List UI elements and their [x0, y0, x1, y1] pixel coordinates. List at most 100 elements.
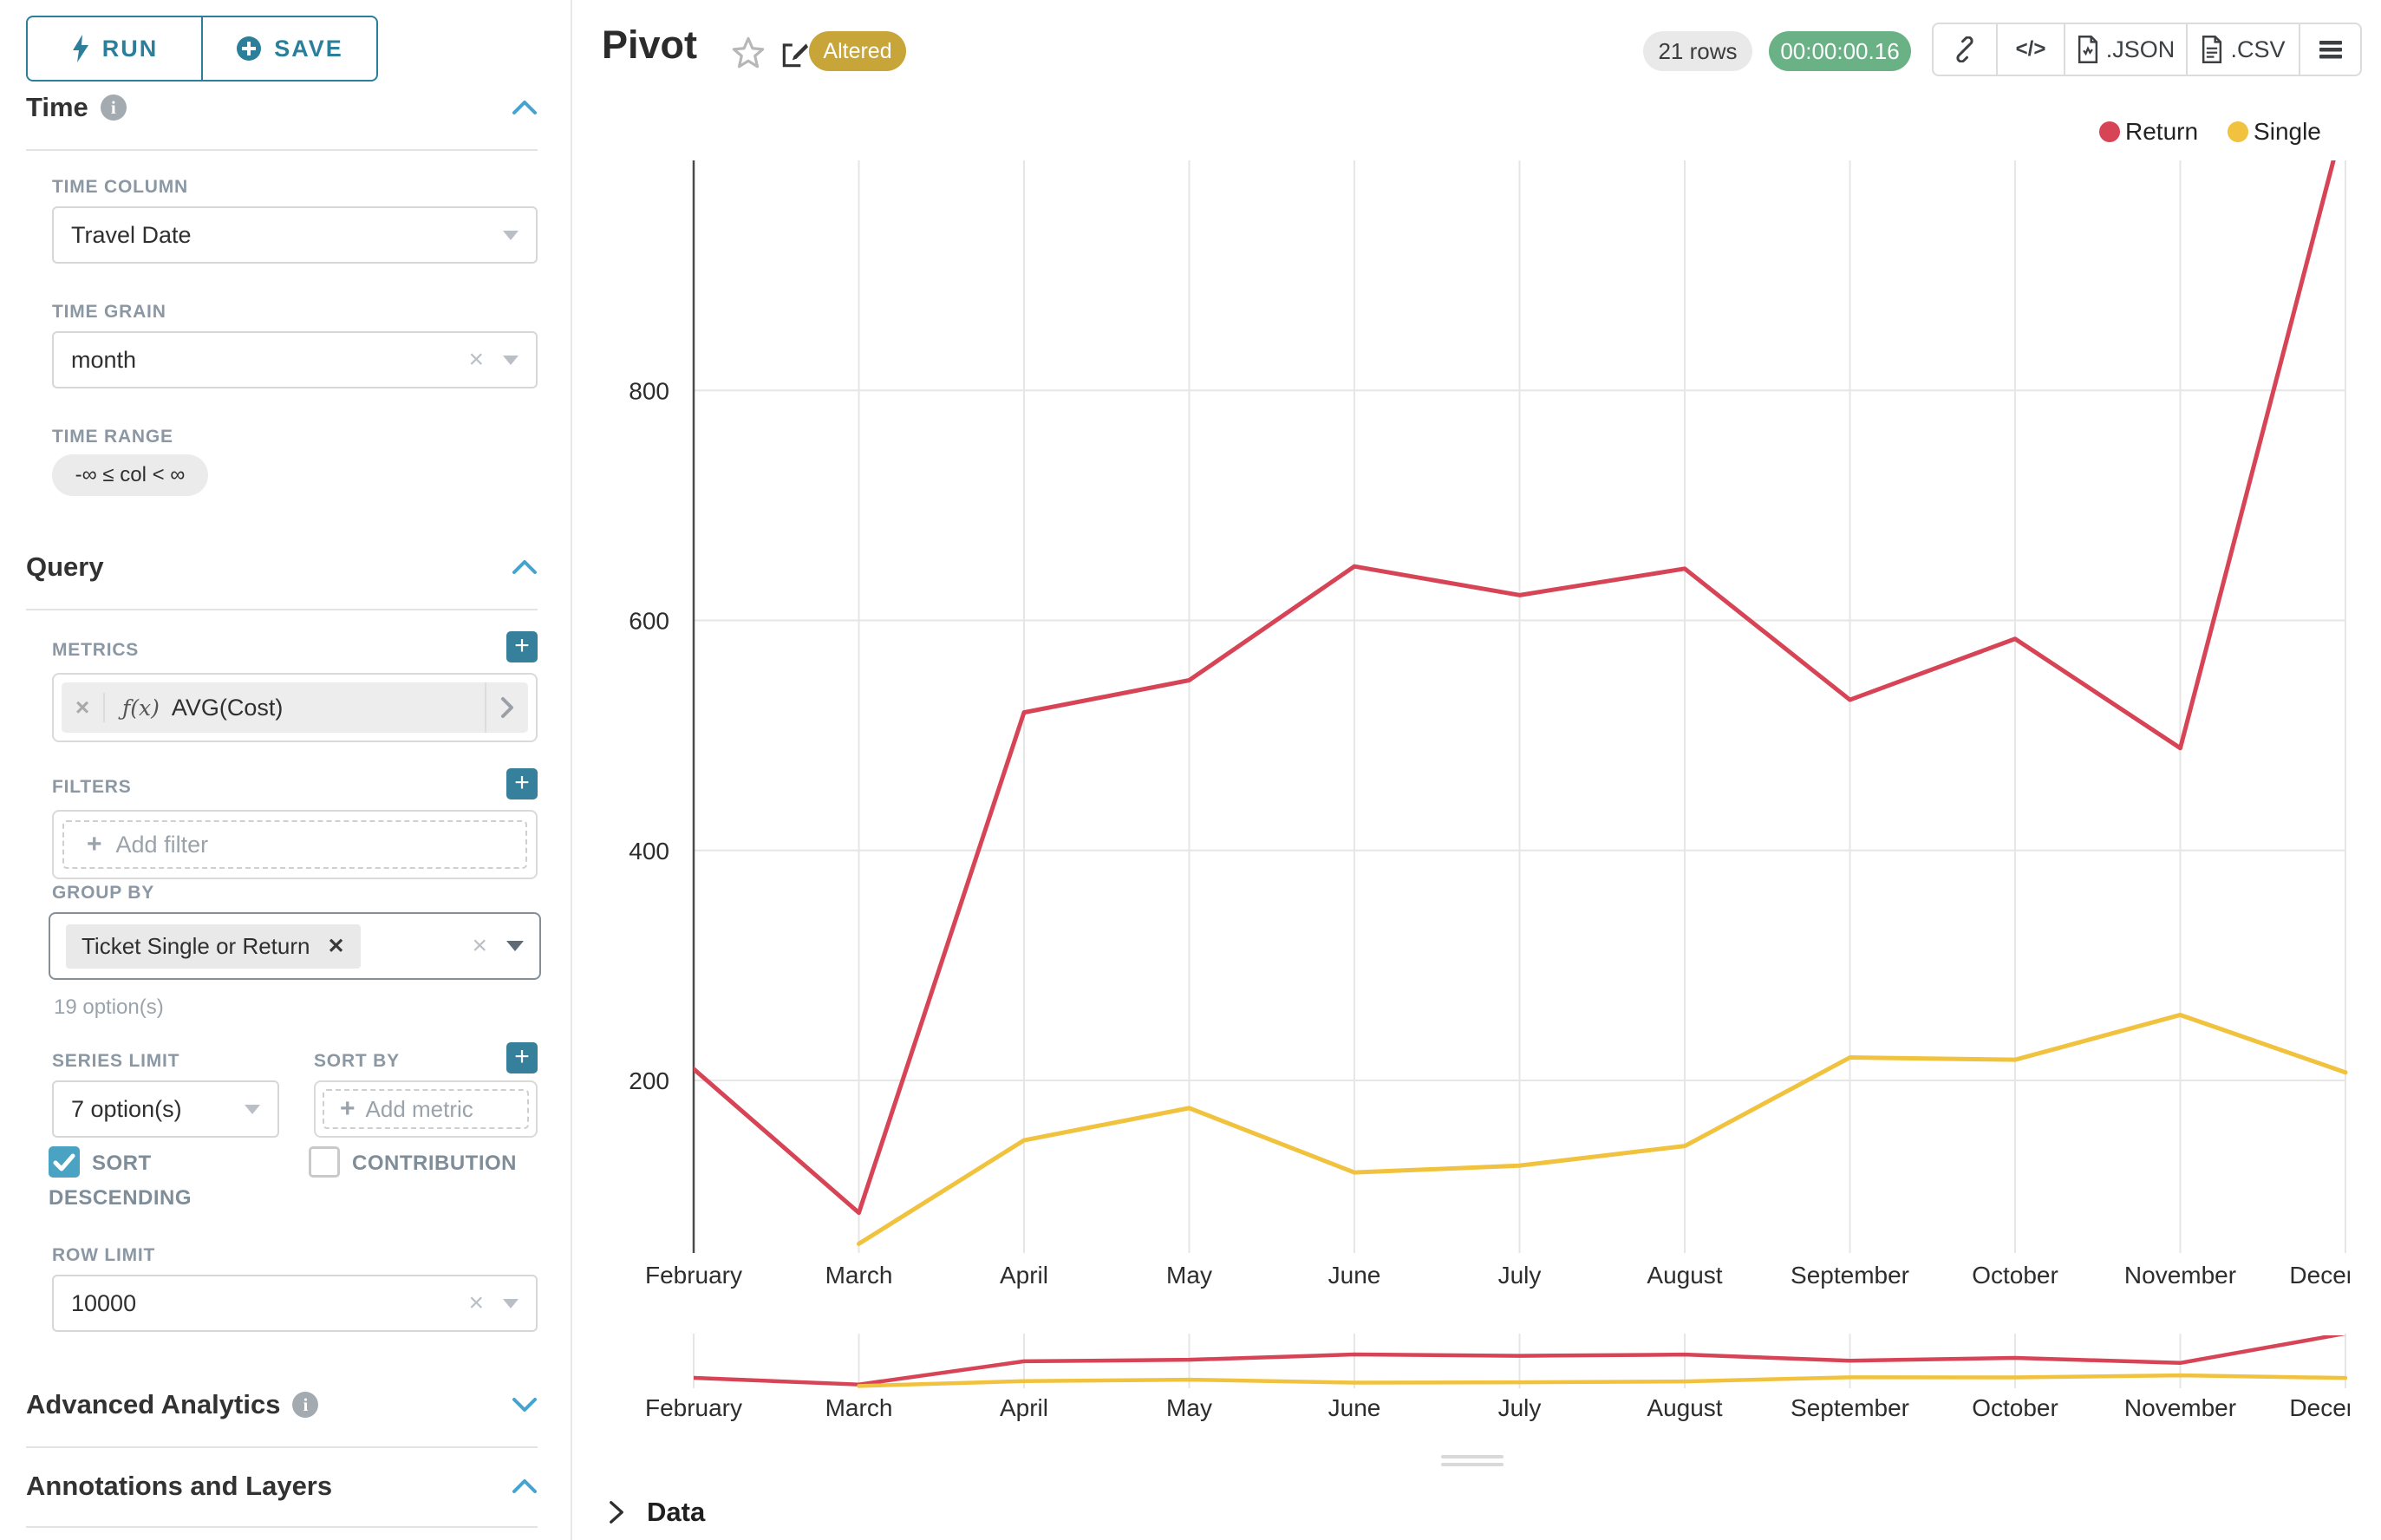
- metric-pill[interactable]: × ƒ(x) AVG(Cost): [62, 682, 528, 733]
- legend-item-single[interactable]: Single: [2228, 118, 2321, 146]
- svg-text:June: June: [1328, 1394, 1381, 1421]
- svg-text:July: July: [1498, 1262, 1542, 1289]
- clear-icon[interactable]: ×: [472, 931, 487, 960]
- chart-legend: Return Single: [2099, 118, 2321, 146]
- hamburger-menu-icon: [2319, 41, 2342, 59]
- data-panel-toggle[interactable]: Data: [605, 1497, 705, 1528]
- svg-text:800: 800: [629, 377, 669, 404]
- favorite-star-icon[interactable]: [730, 35, 766, 71]
- add-filter-dropzone[interactable]: + Add filter: [62, 820, 527, 869]
- annotations-header[interactable]: Annotations and Layers: [26, 1471, 538, 1502]
- range-selector-chart[interactable]: February March April May June July August Septe…: [607, 1316, 2350, 1438]
- plus-circle-icon: [237, 36, 262, 61]
- function-icon: ƒ(x): [122, 695, 160, 721]
- copy-link-button[interactable]: [1934, 24, 1996, 75]
- metric-value: AVG(Cost): [171, 694, 284, 721]
- filters-control: + Add filter: [52, 810, 538, 879]
- line-chart[interactable]: 200 400 600 800 February March April May June Jul…: [607, 113, 2350, 1309]
- series-limit-value: 7 option(s): [71, 1095, 182, 1122]
- legend-dot-single: [2228, 121, 2249, 142]
- divider: [26, 149, 538, 151]
- svg-text:March: March: [825, 1262, 893, 1289]
- export-csv-button[interactable]: .CSV: [2186, 24, 2299, 75]
- add-filter-button[interactable]: [506, 768, 538, 799]
- series-limit-select[interactable]: 7 option(s): [52, 1080, 279, 1138]
- group-by-label: GROUP BY: [52, 883, 155, 903]
- add-sort-metric-dropzone[interactable]: + Add metric: [323, 1089, 529, 1129]
- group-by-chip[interactable]: Ticket Single or Return ✕: [66, 923, 361, 969]
- svg-text:February: February: [645, 1394, 742, 1421]
- clear-icon[interactable]: ×: [468, 345, 484, 374]
- divider: [26, 609, 538, 610]
- svg-text:April: April: [1000, 1394, 1048, 1421]
- chevron-down-icon[interactable]: [245, 1104, 260, 1114]
- metrics-label: METRICS: [52, 640, 140, 660]
- row-limit-select[interactable]: 10000 ×: [52, 1275, 538, 1332]
- info-icon: i: [292, 1392, 319, 1418]
- chevron-up-icon[interactable]: [512, 100, 538, 115]
- chevron-down-icon[interactable]: [503, 1298, 519, 1308]
- checkbox-unchecked-icon[interactable]: [309, 1146, 340, 1178]
- group-by-select[interactable]: Ticket Single or Return ✕ ×: [49, 912, 541, 980]
- svg-text:July: July: [1498, 1394, 1542, 1421]
- run-button[interactable]: RUN: [28, 17, 201, 80]
- svg-text:May: May: [1166, 1394, 1212, 1421]
- sort-descending-option[interactable]: SORT DESCENDING: [49, 1146, 238, 1216]
- time-range-pill[interactable]: -∞ ≤ col < ∞: [52, 454, 208, 496]
- svg-text:October: October: [1972, 1262, 2058, 1289]
- svg-text:600: 600: [629, 608, 669, 635]
- resize-handle[interactable]: [1441, 1455, 1504, 1471]
- chevron-up-icon[interactable]: [512, 559, 538, 575]
- svg-text:June: June: [1328, 1262, 1381, 1289]
- query-timer-badge: 00:00:00.16: [1769, 31, 1911, 71]
- remove-chip-icon[interactable]: ✕: [327, 934, 345, 958]
- panel-divider[interactable]: [571, 0, 572, 1540]
- svg-text:400: 400: [629, 838, 669, 865]
- data-panel-title: Data: [647, 1497, 706, 1527]
- query-section-header[interactable]: Query: [26, 551, 538, 583]
- svg-text:November: November: [2124, 1394, 2236, 1421]
- view-query-button[interactable]: </>: [1996, 24, 2064, 75]
- svg-text:August: August: [1647, 1394, 1722, 1421]
- chevron-down-icon[interactable]: [503, 355, 519, 365]
- expand-metric-button[interactable]: [485, 682, 528, 733]
- legend-label-return: Return: [2125, 118, 2199, 145]
- export-csv-label: .CSV: [2230, 36, 2286, 62]
- chevron-down-icon[interactable]: [503, 230, 519, 240]
- add-sort-metric-button[interactable]: [506, 1042, 538, 1073]
- chevron-down-icon[interactable]: [512, 1397, 538, 1413]
- altered-badge[interactable]: Altered: [809, 31, 906, 71]
- time-section-header[interactable]: Time i: [26, 92, 538, 123]
- run-button-label: RUN: [101, 35, 159, 62]
- sort-by-label: SORT BY: [314, 1051, 400, 1071]
- time-grain-value: month: [71, 346, 137, 373]
- svg-text:December: December: [2289, 1262, 2350, 1289]
- clear-icon[interactable]: ×: [468, 1289, 484, 1317]
- options-hint: 19 option(s): [54, 995, 164, 1019]
- divider: [26, 1446, 538, 1448]
- export-json-button[interactable]: .JSON: [2064, 24, 2186, 75]
- svg-text:September: September: [1791, 1262, 1909, 1289]
- time-range-value: -∞ ≤ col < ∞: [75, 463, 186, 486]
- contribution-option[interactable]: CONTRIBUTION: [309, 1146, 569, 1181]
- divider: [26, 1526, 538, 1528]
- svg-text:February: February: [645, 1262, 742, 1289]
- link-icon: [1956, 36, 1973, 62]
- time-grain-select[interactable]: month ×: [52, 331, 538, 388]
- add-metric-button[interactable]: [506, 631, 538, 662]
- legend-item-return[interactable]: Return: [2099, 118, 2198, 146]
- chart-menu-button[interactable]: [2299, 24, 2360, 75]
- advanced-analytics-header[interactable]: Advanced Analytics i: [26, 1389, 538, 1420]
- remove-metric-icon[interactable]: ×: [75, 694, 90, 721]
- edit-icon[interactable]: [779, 38, 812, 71]
- chevron-down-icon[interactable]: [506, 941, 524, 951]
- save-button[interactable]: SAVE: [201, 17, 376, 80]
- svg-text:May: May: [1166, 1262, 1212, 1289]
- time-column-select[interactable]: Travel Date: [52, 206, 538, 264]
- svg-text:December: December: [2289, 1394, 2350, 1421]
- advanced-analytics-title: Advanced Analytics: [26, 1389, 281, 1419]
- code-icon: </>: [2015, 37, 2046, 61]
- chevron-right-icon: [501, 697, 513, 718]
- chevron-up-icon[interactable]: [512, 1478, 538, 1494]
- checkbox-checked-icon[interactable]: [49, 1146, 80, 1178]
